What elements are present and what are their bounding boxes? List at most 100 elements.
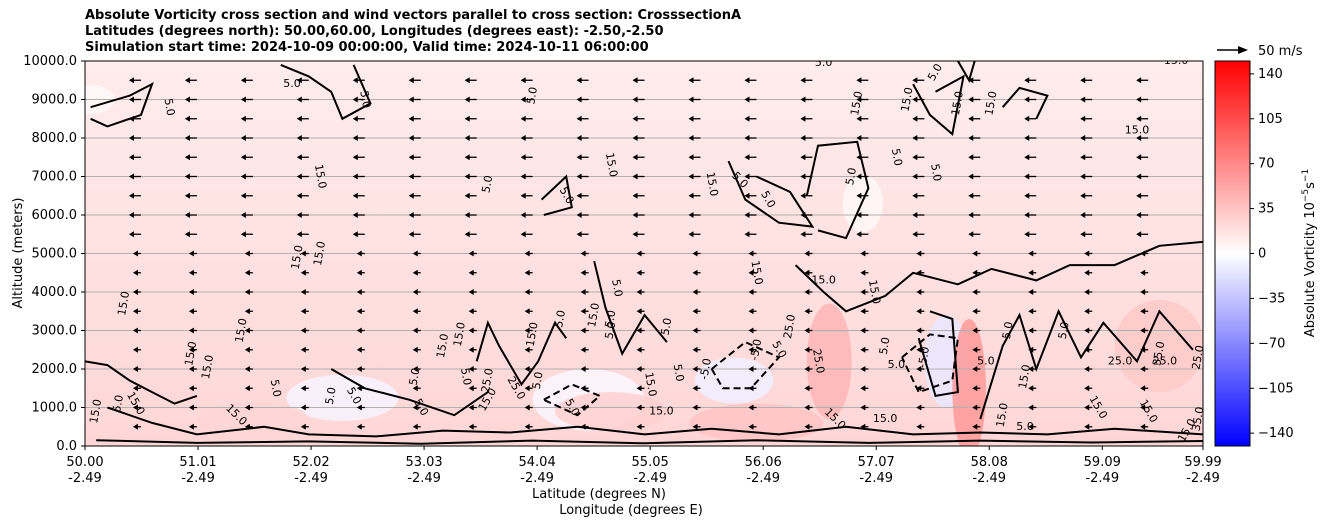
wind-vector-head: [972, 385, 978, 392]
wind-vector-head: [296, 173, 302, 180]
wind-vector-head: [1084, 366, 1090, 372]
wind-vector-head: [856, 135, 862, 141]
contour-line-negative: [901, 333, 960, 394]
wind-vector-head: [804, 289, 810, 295]
wind-vector-head: [296, 135, 302, 141]
wind-vector-head: [912, 77, 918, 84]
wind-vector-head: [412, 346, 418, 353]
wind-vector-head: [412, 385, 418, 392]
wind-vector-head: [632, 96, 638, 103]
wind-vector-head: [1136, 77, 1142, 84]
wind-vector-head: [1028, 366, 1034, 372]
wind-vector-head: [412, 366, 418, 372]
wind-vector-head: [580, 250, 586, 257]
wind-vector-head: [916, 327, 922, 334]
contour-line: [540, 174, 573, 216]
x-tick-label-longitude: -2.49: [294, 471, 328, 486]
x-axis-label-longitude: Longitude (degrees E): [559, 503, 703, 518]
contour-label: 5.0: [843, 167, 859, 186]
wind-vector-head: [968, 135, 974, 141]
wind-vector-head: [748, 327, 754, 334]
wind-vector-head: [240, 135, 246, 141]
contour-label: 15.0: [704, 171, 721, 197]
wind-vector-head: [184, 231, 190, 238]
wind-vector-head: [800, 192, 806, 199]
wind-vector-head: [1080, 115, 1086, 122]
wind-vector-head: [968, 77, 974, 84]
wind-vector-head: [804, 250, 810, 257]
wind-vector-head: [744, 77, 750, 84]
wind-vector-head: [688, 96, 694, 103]
wind-vector-head: [188, 289, 194, 295]
wind-vector-head: [580, 423, 586, 430]
wind-vector-head: [464, 192, 470, 199]
wind-vector-head: [692, 423, 698, 430]
wind-vector-head: [352, 135, 358, 141]
vorticity-field-patch: [555, 392, 667, 431]
wind-vector-head: [132, 404, 138, 411]
wind-vector-head: [408, 231, 414, 238]
y-tick-label: 5000.0: [32, 247, 78, 262]
contour-line: [280, 63, 372, 121]
contour-label: 25.0: [1108, 354, 1133, 367]
wind-vector-head: [1080, 135, 1086, 141]
wind-vector-head: [688, 173, 694, 180]
wind-vector-head: [800, 135, 806, 141]
wind-vector-head: [748, 269, 754, 276]
wind-vector-head: [912, 154, 918, 161]
wind-vector-head: [524, 423, 530, 430]
wind-vector-head: [856, 154, 862, 161]
wind-vector-head: [77, 424, 82, 430]
wind-vector-head: [804, 346, 810, 353]
wind-vector-head: [912, 231, 918, 238]
x-tick-label-longitude: -2.49: [859, 471, 893, 486]
contour-label: 35.0: [1150, 340, 1167, 366]
contour-label: 15.0: [1125, 123, 1150, 136]
chart-title-line-3: Simulation start time: 2024-10-09 00:00:…: [85, 40, 649, 55]
x-tick-label-latitude: 59.99: [1184, 455, 1221, 470]
wind-vector-head: [856, 115, 862, 122]
wind-vector-head: [300, 404, 306, 411]
wind-vector-head: [1140, 385, 1146, 392]
wind-vector-head: [1084, 346, 1090, 353]
wind-vector-head: [1080, 231, 1086, 238]
wind-vector-head: [468, 385, 474, 392]
contour-label: -5.0: [916, 346, 933, 369]
contour-label: 5.0: [609, 278, 625, 297]
wind-vector-head: [968, 154, 974, 161]
wind-vector-head: [356, 385, 362, 392]
x-tick-label-latitude: 59.09: [1084, 455, 1121, 470]
wind-vector-head: [352, 231, 358, 238]
wind-vector-head: [632, 135, 638, 141]
wind-vector-head: [692, 308, 698, 315]
x-tick-label-latitude: 51.01: [179, 455, 216, 470]
wind-vector-head: [636, 308, 642, 315]
contour-label: 5.0: [1016, 420, 1034, 433]
wind-vector-head: [688, 192, 694, 199]
wind-vector-head: [520, 173, 526, 180]
wind-vector-head: [1140, 289, 1146, 295]
wind-vector-head: [244, 366, 250, 372]
wind-vector-head: [188, 423, 194, 430]
wind-vector-head: [912, 192, 918, 199]
colorbar-tick-label: −70: [1258, 336, 1285, 351]
wind-vector-head: [296, 231, 302, 238]
contour-label: 15.0: [873, 412, 898, 425]
contour-label: 15.0: [811, 273, 836, 286]
x-tick-label-latitude: 50.00: [66, 455, 103, 470]
wind-vector-head: [524, 327, 530, 334]
wind-vector-head: [972, 269, 978, 276]
wind-vector-head: [240, 77, 246, 84]
wind-vector-head: [804, 404, 810, 411]
wind-vector-head: [636, 346, 642, 353]
contour-label: 5.0: [888, 358, 906, 371]
wind-vector-head: [1084, 308, 1090, 315]
contour-line: [330, 368, 489, 417]
wind-vector-head: [184, 96, 190, 103]
wind-vector-head: [128, 173, 134, 180]
wind-vector-head: [188, 404, 194, 411]
contour-label: 5.0: [977, 354, 995, 367]
wind-vector-head: [860, 404, 866, 411]
wind-vector-head: [412, 250, 418, 257]
contour-line-negative: [543, 383, 602, 417]
